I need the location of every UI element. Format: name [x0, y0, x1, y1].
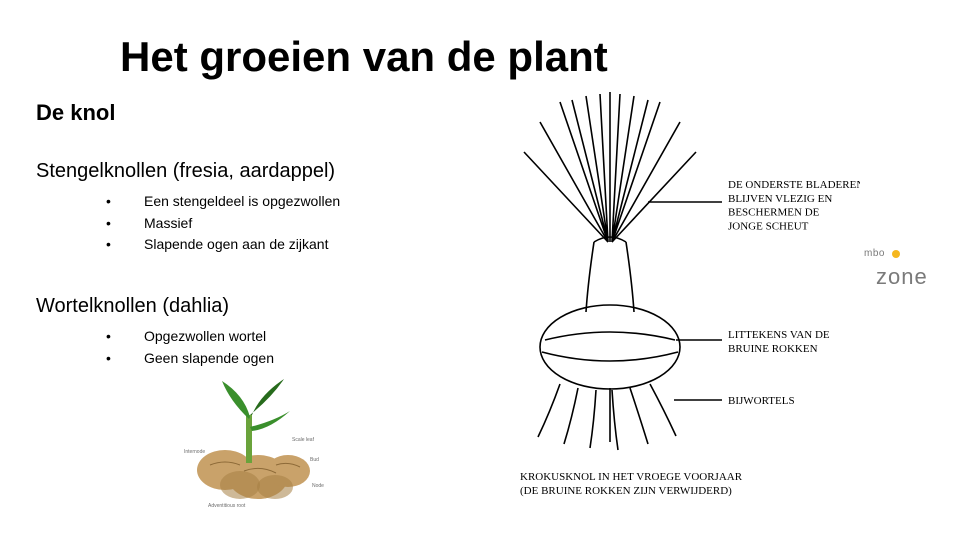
list-item: Geen slapende ogen	[106, 348, 274, 370]
logo-text: zone	[876, 264, 928, 289]
corm-diagram: DE ONDERSTE BLADERENBLIJVEN VLEZIG ENBES…	[490, 92, 860, 502]
roots-icon	[538, 384, 676, 450]
photo-label: Internode	[184, 449, 205, 455]
slide-subtitle: De knol	[36, 100, 115, 126]
list-item: Slapende ogen aan de zijkant	[106, 234, 340, 256]
logo-dot-icon	[892, 250, 900, 258]
diagram-label-bottom: BIJWORTELS	[728, 395, 795, 407]
section-heading: Stengelknollen (fresia, aardappel)	[36, 160, 340, 183]
list-item: Massief	[106, 213, 340, 235]
diagram-caption: KROKUSKNOL IN HET VROEGE VOORJAAR(DE BRU…	[520, 471, 743, 497]
slide: Het groeien van de plant De knol Stengel…	[0, 0, 960, 540]
slide-title: Het groeien van de plant	[120, 36, 608, 78]
diagram-label-top: DE ONDERSTE BLADERENBLIJVEN VLEZIG ENBES…	[728, 179, 860, 232]
logo-text: mbo	[864, 248, 885, 259]
photo-label: Bud	[310, 457, 319, 463]
section-stengelknollen: Stengelknollen (fresia, aardappel) Een s…	[36, 160, 340, 256]
leaves-icon	[524, 92, 696, 242]
rhizome-icon	[197, 450, 310, 499]
photo-label: Node	[312, 483, 324, 489]
mbo-zone-logo: mbo zone	[864, 242, 950, 292]
photo-label: Scale leaf	[292, 437, 315, 443]
section-heading: Wortelknollen (dahlia)	[36, 295, 274, 318]
section-wortelknollen: Wortelknollen (dahlia) Opgezwollen worte…	[36, 295, 274, 369]
photo-label: Adventitious root	[208, 503, 246, 509]
rhizome-illustration: Internode Scale leaf Bud Node Adventitio…	[180, 375, 340, 510]
list-item: Een stengeldeel is opgezwollen	[106, 191, 340, 213]
list-item: Opgezwollen wortel	[106, 326, 274, 348]
bullet-list: Opgezwollen wortel Geen slapende ogen	[106, 326, 274, 369]
shoot-icon	[222, 379, 290, 463]
diagram-label-middle: LITTEKENS VAN DEBRUINE ROKKEN	[728, 329, 830, 355]
bullet-list: Een stengeldeel is opgezwollen Massief S…	[106, 191, 340, 256]
